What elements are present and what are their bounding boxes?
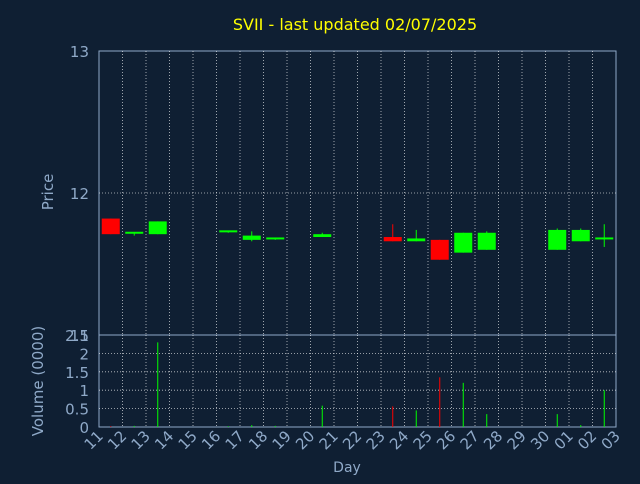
price-axis-label: Price — [39, 174, 57, 211]
x-tick-label: 19 — [269, 427, 295, 453]
candle-body — [430, 239, 449, 260]
candle-body — [313, 234, 332, 238]
price-panel: 11 12 13 — [70, 43, 617, 345]
volume-axis-label: Volume (0000) — [29, 326, 47, 436]
x-tick-label: 12 — [104, 427, 130, 453]
x-tick-label: 14 — [151, 427, 177, 453]
x-tick-label: 29 — [504, 427, 530, 453]
volume-tick-label: 0 — [79, 419, 89, 437]
x-tick-label: 01 — [551, 427, 577, 453]
x-axis-label: Day — [333, 460, 361, 476]
candle-body — [266, 237, 285, 240]
candle-body — [148, 221, 167, 235]
candle-body — [548, 229, 567, 250]
candle-body — [219, 230, 238, 233]
candle-body — [571, 229, 590, 242]
volume-tick-label: 0.5 — [65, 401, 89, 419]
x-tick-label: 26 — [433, 427, 459, 453]
volume-tick-label: 1 — [79, 382, 89, 400]
x-tick-label: 30 — [527, 427, 553, 453]
candle-body — [101, 218, 120, 235]
candle-body — [125, 231, 144, 234]
volume-tick-label: 1.5 — [65, 364, 89, 382]
candle-body — [407, 238, 426, 242]
candle-body — [454, 232, 473, 253]
x-tick-label: 28 — [480, 427, 506, 453]
candle-body — [595, 237, 614, 240]
price-tick-label: 13 — [70, 43, 89, 61]
volume-tick-label: 2.5 — [65, 327, 89, 345]
x-tick-label: 03 — [598, 427, 624, 453]
chart-title: SVII - last updated 02/07/2025 — [233, 15, 477, 34]
x-tick-label: 25 — [410, 427, 436, 453]
x-tick-label: 13 — [128, 427, 154, 453]
x-tick-label: 15 — [175, 427, 201, 453]
x-tick-label: 24 — [386, 427, 412, 453]
x-tick-label: 18 — [245, 427, 271, 453]
x-tick-label: 21 — [316, 427, 342, 453]
x-tick-label: 22 — [339, 427, 365, 453]
x-tick-label: 23 — [363, 427, 389, 453]
volume-tick-label: 2 — [79, 345, 89, 363]
x-tick-label: 27 — [457, 427, 483, 453]
volume-panel: 00.511.522.511 12131415161718192021222324… — [65, 327, 624, 453]
price-tick-label: 12 — [70, 185, 89, 203]
x-tick-label: 20 — [292, 427, 318, 453]
x-tick-label: 16 — [198, 427, 224, 453]
x-tick-label: 02 — [574, 427, 600, 453]
x-tick-label: 17 — [222, 427, 248, 453]
candle-body — [242, 235, 261, 240]
candle-body — [383, 237, 402, 242]
price-tick-label: 11 — [70, 327, 89, 345]
candle-body — [477, 232, 496, 250]
